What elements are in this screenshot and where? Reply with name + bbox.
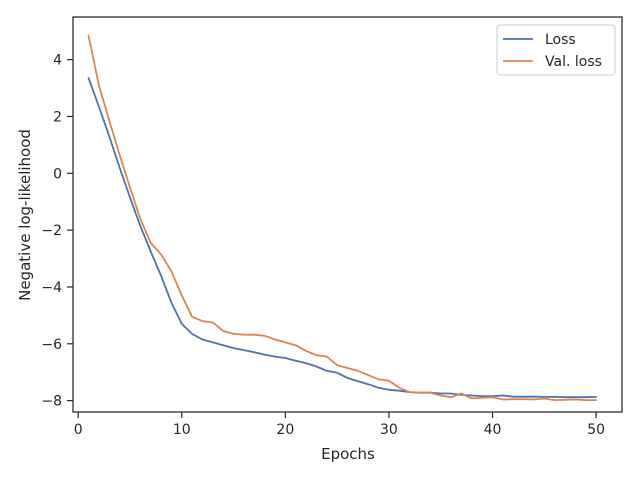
- y-tick-label: −8: [41, 394, 62, 410]
- x-tick-label: 50: [587, 422, 605, 438]
- legend-box: [496, 24, 616, 76]
- x-tick-label: 10: [173, 422, 191, 438]
- y-tick-label: 0: [53, 166, 62, 182]
- legend-label-val-loss: Val. loss: [545, 54, 602, 70]
- x-tick-label: 20: [276, 422, 294, 438]
- legend: Loss Val. loss: [496, 24, 616, 76]
- y-tick-label: −4: [41, 280, 62, 296]
- y-axis-ticks: −8 −6 −4 −2 0 2 4: [41, 53, 73, 410]
- x-tick-label: 0: [74, 422, 83, 438]
- y-tick-label: 2: [53, 109, 62, 125]
- series-line-val-loss: [87, 34, 597, 402]
- series-layer: [87, 34, 597, 402]
- y-tick-label: 4: [53, 53, 62, 69]
- y-tick-label: −6: [41, 337, 62, 353]
- plot-frame: [72, 16, 623, 413]
- x-tick-label: 30: [380, 422, 398, 438]
- x-tick-label: 40: [484, 422, 502, 438]
- x-axis-ticks: 0 10 20 30 40 50: [74, 412, 605, 438]
- legend-label-loss: Loss: [545, 32, 576, 48]
- series-line-loss: [87, 77, 597, 399]
- y-axis-label: Negative log-likelihood: [16, 129, 34, 301]
- x-axis-label: Epochs: [321, 445, 375, 463]
- y-tick-label: −2: [41, 223, 62, 239]
